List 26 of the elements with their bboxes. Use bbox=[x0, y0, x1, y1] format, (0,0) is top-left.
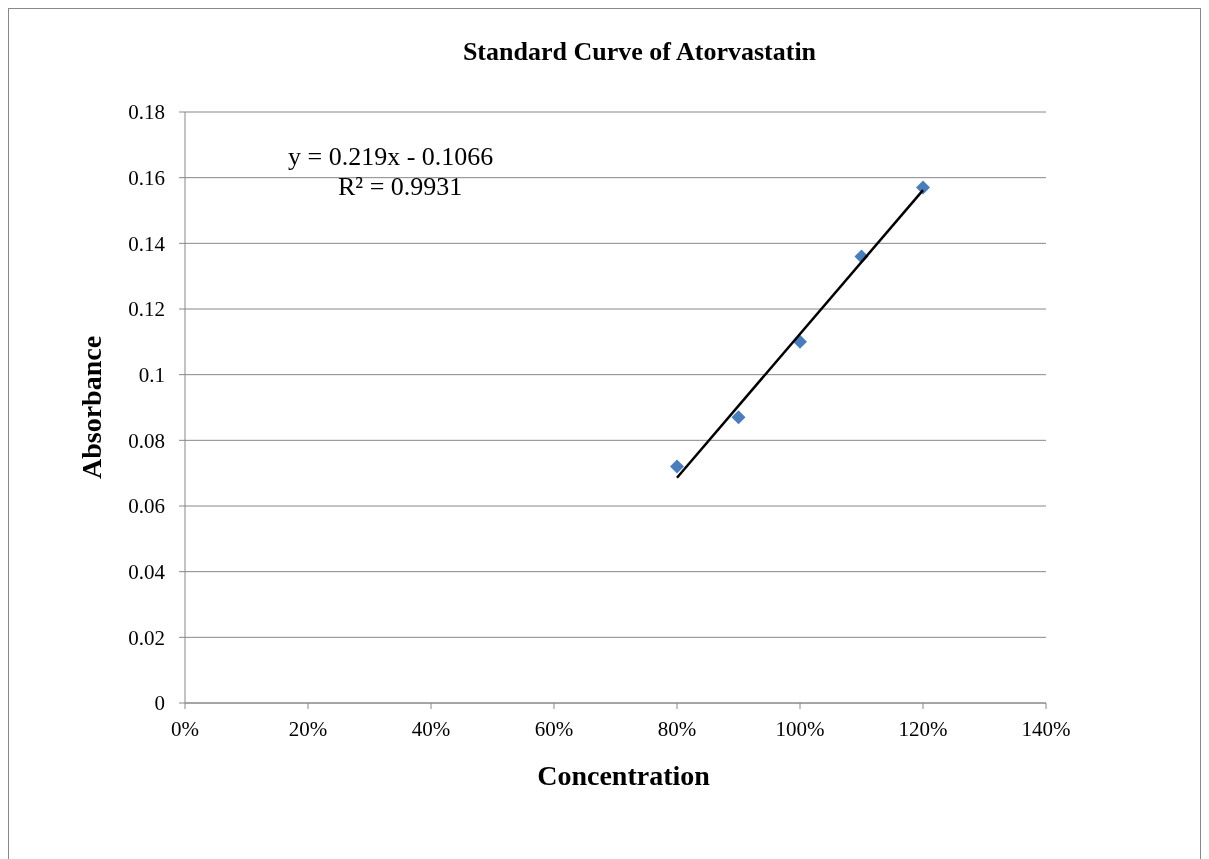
y-tick-label: 0.02 bbox=[128, 625, 165, 650]
y-tick-label: 0.06 bbox=[128, 494, 165, 519]
x-tick-label: 20% bbox=[288, 717, 328, 741]
annotation: R² = 0.9931 bbox=[338, 172, 463, 201]
y-tick-label: 0.1 bbox=[138, 363, 165, 388]
y-tick-label: 0.12 bbox=[128, 297, 165, 322]
point bbox=[731, 410, 746, 425]
annotation: y = 0.219x - 0.1066 bbox=[288, 142, 494, 171]
x-tick-label: 140% bbox=[1021, 717, 1071, 741]
x-tick-label: 120% bbox=[898, 717, 948, 741]
x-tick-label: 0% bbox=[171, 717, 199, 741]
y-tick-label: 0 bbox=[154, 691, 165, 716]
y-tick-label: 0.18 bbox=[128, 100, 165, 125]
x-tick-label: 80% bbox=[657, 717, 697, 741]
y-tick-label: 0.16 bbox=[128, 166, 165, 191]
point bbox=[670, 459, 684, 474]
x-tick-label: 40% bbox=[411, 717, 451, 741]
x-axis-title: Concentration bbox=[537, 760, 711, 791]
y-tick-label: 0.04 bbox=[128, 560, 166, 585]
y-tick-label: 0.14 bbox=[128, 231, 166, 256]
chart-title: Standard Curve of Atorvastatin bbox=[462, 37, 817, 66]
point bbox=[916, 180, 930, 195]
y-tick-label: 0.08 bbox=[128, 428, 165, 453]
x-tick-label: 60% bbox=[534, 717, 574, 741]
x-tick-label: 100% bbox=[775, 717, 825, 741]
y-axis-title: Absorbance bbox=[76, 335, 107, 480]
